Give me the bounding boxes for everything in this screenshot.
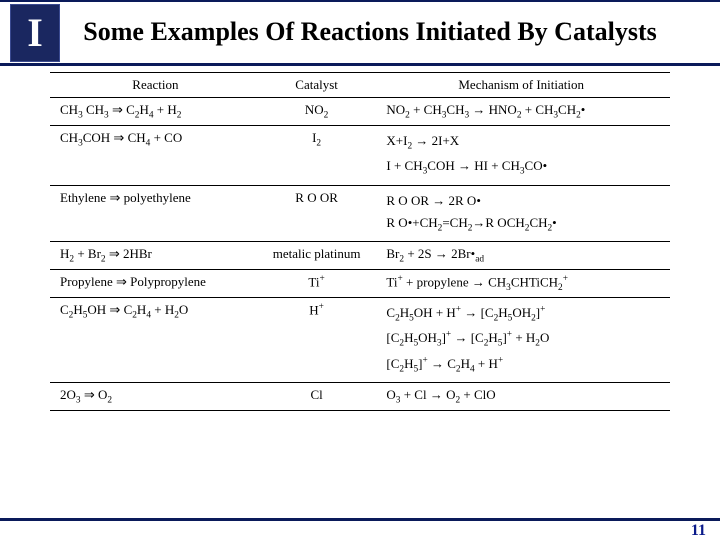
table-row: Propylene ⇒ PolypropyleneTi+Ti+ + propyl… <box>50 269 670 297</box>
table-row: 2O3 ⇒ O2ClO3 + Cl → O2 + ClO <box>50 383 670 411</box>
page-number: 11 <box>691 522 706 540</box>
cell-reaction: CH3COH ⇒ CH4 + CO <box>50 125 261 185</box>
table-row: CH3 CH3 ⇒ C2H4 + H2NO2NO2 + CH3CH3 → HNO… <box>50 98 670 126</box>
cell-mechanism: R O OR → 2R O•R O•+CH2=CH2→R OCH2CH2• <box>372 185 670 242</box>
slide-header: I Some Examples Of Reactions Initiated B… <box>0 0 720 66</box>
logo-letter: I <box>27 13 43 53</box>
cell-catalyst: Ti+ <box>261 269 373 297</box>
slide-title: Some Examples Of Reactions Initiated By … <box>60 18 720 47</box>
slide-footer: 11 <box>0 518 720 540</box>
cell-mechanism: O3 + Cl → O2 + ClO <box>372 383 670 411</box>
table-row: C2H5OH ⇒ C2H4 + H2OH+C2H5OH + H+ → [C2H5… <box>50 297 670 383</box>
cell-reaction: CH3 CH3 ⇒ C2H4 + H2 <box>50 98 261 126</box>
cell-catalyst: NO2 <box>261 98 373 126</box>
col-header-mechanism: Mechanism of Initiation <box>372 73 670 98</box>
content-area: Reaction Catalyst Mechanism of Initiatio… <box>50 72 670 411</box>
table-header-row: Reaction Catalyst Mechanism of Initiatio… <box>50 73 670 98</box>
cell-catalyst: Cl <box>261 383 373 411</box>
cell-reaction: Ethylene ⇒ polyethylene <box>50 185 261 242</box>
cell-catalyst: H+ <box>261 297 373 383</box>
reactions-table: Reaction Catalyst Mechanism of Initiatio… <box>50 72 670 411</box>
cell-reaction: C2H5OH ⇒ C2H4 + H2O <box>50 297 261 383</box>
cell-catalyst: metalic platinum <box>261 242 373 270</box>
cell-mechanism: Br2 + 2S → 2Br•ad <box>372 242 670 270</box>
table-body: CH3 CH3 ⇒ C2H4 + H2NO2NO2 + CH3CH3 → HNO… <box>50 98 670 411</box>
table-row: H2 + Br2 ⇒ 2HBrmetalic platinumBr2 + 2S … <box>50 242 670 270</box>
cell-mechanism: NO2 + CH3CH3 → HNO2 + CH3CH2• <box>372 98 670 126</box>
cell-mechanism: C2H5OH + H+ → [C2H5OH2]+[C2H5OH3]+ → [C2… <box>372 297 670 383</box>
cell-reaction: H2 + Br2 ⇒ 2HBr <box>50 242 261 270</box>
cell-mechanism: Ti+ + propylene → CH3CHTiCH2+ <box>372 269 670 297</box>
table-row: CH3COH ⇒ CH4 + COI2X+I2 → 2I+XI + CH3COH… <box>50 125 670 185</box>
cell-reaction: 2O3 ⇒ O2 <box>50 383 261 411</box>
col-header-catalyst: Catalyst <box>261 73 373 98</box>
cell-catalyst: I2 <box>261 125 373 185</box>
table-row: Ethylene ⇒ polyethyleneR O ORR O OR → 2R… <box>50 185 670 242</box>
cell-reaction: Propylene ⇒ Polypropylene <box>50 269 261 297</box>
illinois-logo: I <box>10 4 60 62</box>
cell-catalyst: R O OR <box>261 185 373 242</box>
col-header-reaction: Reaction <box>50 73 261 98</box>
cell-mechanism: X+I2 → 2I+XI + CH3COH → HI + CH3CO• <box>372 125 670 185</box>
